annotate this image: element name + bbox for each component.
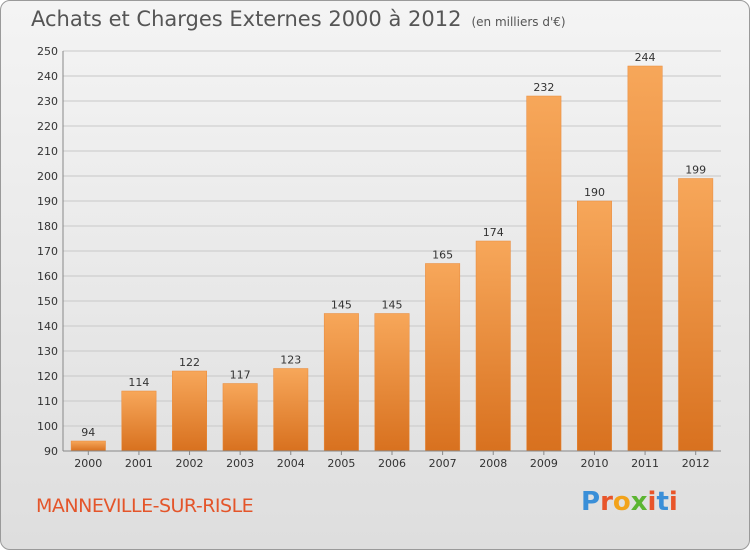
bar-2007 <box>425 263 461 452</box>
logo-letter: x <box>630 487 648 517</box>
y-tick-label: 220 <box>37 120 58 133</box>
x-tick-label-2010: 2010 <box>580 457 608 470</box>
data-label-2006: 145 <box>382 299 403 312</box>
data-label-2001: 114 <box>128 376 149 389</box>
bar-2002 <box>172 370 207 452</box>
data-label-2012: 199 <box>685 164 706 177</box>
bar-2006 <box>374 313 410 452</box>
data-label-2002: 122 <box>179 356 200 369</box>
x-tick-label-2003: 2003 <box>226 457 254 470</box>
data-label-2011: 244 <box>635 51 656 64</box>
data-label-2008: 174 <box>483 226 504 239</box>
data-label-2000: 94 <box>81 426 95 439</box>
bar-2009 <box>526 95 562 452</box>
logo-letter: t <box>656 487 669 517</box>
data-label-2004: 123 <box>280 354 301 367</box>
data-label-2007: 165 <box>432 249 453 262</box>
y-tick-label: 120 <box>37 370 58 383</box>
data-label-2009: 232 <box>533 81 554 94</box>
y-tick-label: 140 <box>37 320 58 333</box>
bar-2011 <box>627 65 663 452</box>
logo-letter: i <box>668 487 678 517</box>
x-tick-label-2007: 2007 <box>429 457 457 470</box>
logo-letter: o <box>612 487 631 517</box>
proxiti-logo[interactable]: Proxiti <box>581 487 678 517</box>
bar-2001 <box>121 390 157 452</box>
chart-title-text: Achats et Charges Externes 2000 à 2012 <box>31 7 462 31</box>
bar-2012 <box>678 178 714 452</box>
town-name: MANNEVILLE-SUR-RISLE <box>36 495 254 517</box>
data-label-2010: 190 <box>584 186 605 199</box>
x-tick-label-2012: 2012 <box>682 457 710 470</box>
y-tick-label: 110 <box>37 395 58 408</box>
x-tick-label-2008: 2008 <box>479 457 507 470</box>
x-tick-label-2002: 2002 <box>176 457 204 470</box>
y-tick-label: 160 <box>37 270 58 283</box>
logo-letter: P <box>581 487 601 517</box>
y-tick-label: 200 <box>37 170 58 183</box>
y-tick-label: 150 <box>37 295 58 308</box>
x-tick-label-2009: 2009 <box>530 457 558 470</box>
y-tick-label: 250 <box>37 45 58 58</box>
bar-2004 <box>273 368 309 452</box>
y-tick-label: 240 <box>37 70 58 83</box>
x-tick-label-2004: 2004 <box>277 457 305 470</box>
label-layer: 94 114 122 117 123 145 145 165 174 232 190 244 199 <box>81 51 706 439</box>
y-tick-label: 190 <box>37 195 58 208</box>
x-tick-label-2000: 2000 <box>74 457 102 470</box>
data-label-2003: 117 <box>230 369 251 382</box>
axis-layer: 90 100 110 120 130 140 150 160 170 180 190 200 210 22… <box>37 45 721 470</box>
logo-letter: i <box>647 487 657 517</box>
y-tick-label: 230 <box>37 95 58 108</box>
chart-title: Achats et Charges Externes 2000 à 2012 (e… <box>31 7 566 31</box>
bar-layer <box>70 65 714 452</box>
x-tick-label-2006: 2006 <box>378 457 406 470</box>
bar-2008 <box>475 240 511 452</box>
y-tick-label: 210 <box>37 145 58 158</box>
y-tick-label: 180 <box>37 220 58 233</box>
bar-2000 <box>70 440 106 452</box>
bar-2005 <box>323 313 359 452</box>
y-tick-label: 170 <box>37 245 58 258</box>
x-tick-label-2005: 2005 <box>327 457 355 470</box>
chart-unit: (en milliers d'€) <box>471 15 566 29</box>
x-tick-label-2011: 2011 <box>631 457 659 470</box>
bar-2003 <box>222 383 258 452</box>
bar-2010 <box>577 200 612 452</box>
data-label-2005: 145 <box>331 299 352 312</box>
logo-letter: r <box>600 487 613 517</box>
x-tick-label-2001: 2001 <box>125 457 153 470</box>
y-tick-label: 130 <box>37 345 58 358</box>
y-tick-label: 90 <box>44 445 58 458</box>
y-tick-label: 100 <box>37 420 58 433</box>
